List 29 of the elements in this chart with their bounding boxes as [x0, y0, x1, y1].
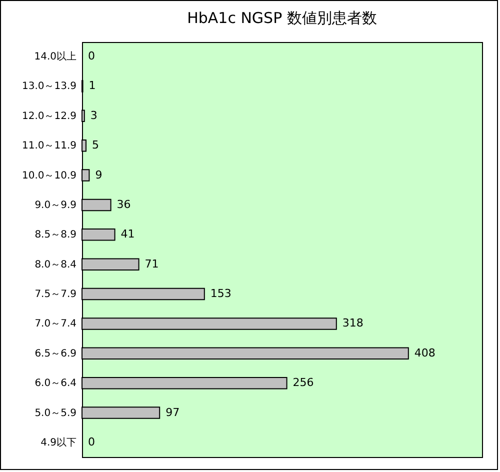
y-tick-label: 8.5～8.9: [34, 230, 76, 241]
data-label: 0: [88, 435, 95, 448]
data-label: 9: [95, 168, 102, 182]
y-tick-label: 8.0～8.4: [34, 259, 76, 270]
data-label: 71: [144, 257, 159, 270]
y-tick-label: 12.0～12.9: [22, 110, 76, 122]
y-tick-label: 11.0～11.9: [22, 140, 76, 152]
chart-title: HbA1c NGSP 数値別患者数: [187, 9, 377, 27]
data-label: 3: [90, 108, 98, 122]
data-label: 256: [292, 376, 314, 390]
y-tick-label: 6.5～6.9: [34, 348, 76, 360]
y-tick-label: 14.0以上: [34, 50, 76, 63]
y-tick-label: 7.5～7.9: [34, 289, 76, 300]
data-label: 36: [116, 198, 131, 211]
y-tick-label: 10.0～10.9: [22, 170, 76, 182]
y-tick-label: 4.9以下: [40, 436, 76, 448]
data-label: 408: [414, 346, 436, 360]
data-label: 318: [342, 316, 364, 330]
data-label: 0: [88, 50, 95, 63]
data-label: 41: [120, 228, 135, 241]
y-tick-label: 13.0～13.9: [22, 81, 76, 92]
y-tick-label: 5.0～5.9: [34, 408, 76, 419]
y-tick-label: 7.0～7.4: [34, 318, 76, 330]
data-label: 153: [210, 287, 232, 300]
data-label: 1: [88, 79, 96, 92]
data-label: 97: [166, 406, 180, 419]
y-tick-label: 6.0～6.4: [34, 378, 76, 390]
y-tick-label: 9.0～9.9: [34, 200, 76, 211]
data-label: 5: [92, 138, 99, 152]
